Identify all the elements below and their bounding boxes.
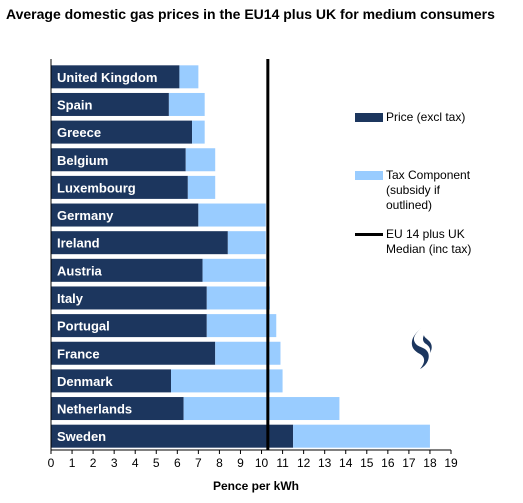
- x-tick-label: 8: [216, 456, 223, 470]
- bar-price: [51, 341, 216, 365]
- x-tick-label: 15: [360, 456, 374, 470]
- legend-price-swatch: [355, 113, 383, 122]
- category-label: France: [57, 346, 100, 361]
- category-labels: United Kingdom Spain Greece Belgium Luxembou…: [57, 70, 157, 444]
- bar-price: [51, 314, 207, 338]
- category-label: Germany: [57, 208, 114, 223]
- bar-tax: [171, 369, 283, 393]
- category-label: Denmark: [57, 374, 113, 389]
- x-tick-label: 11: [276, 456, 289, 470]
- category-label: Ireland: [57, 236, 100, 251]
- x-tick-label: 10: [255, 456, 269, 470]
- bar-tax: [202, 258, 266, 282]
- x-tick-label: 9: [237, 456, 244, 470]
- bar-tax: [198, 203, 266, 227]
- bar-price: [51, 120, 193, 144]
- legend-price-label: Price (excl tax): [386, 110, 466, 124]
- legend-median-label: EU 14 plus UK Median (inc tax): [386, 227, 471, 257]
- category-label: Italy: [57, 291, 84, 306]
- x-tick-label: 18: [423, 456, 437, 470]
- legend-tax-label: Tax Component (subsidy if outlined): [386, 168, 470, 213]
- x-tick-label: 1: [69, 456, 76, 470]
- bar-price: [51, 258, 203, 282]
- category-label: Luxembourg: [57, 180, 136, 195]
- category-label: Greece: [57, 125, 101, 140]
- bar-price: [51, 286, 207, 310]
- x-tick-label: 2: [90, 456, 97, 470]
- chart-title: Average domestic gas prices in the EU14 …: [6, 6, 495, 22]
- bar-price: [51, 369, 171, 393]
- bar-tax: [215, 341, 281, 365]
- legend-tax-line-2: (subsidy if: [386, 183, 441, 197]
- gas-flame-logo-icon: [408, 327, 434, 376]
- bar-price: [51, 424, 294, 448]
- bar-tax: [187, 175, 216, 199]
- bar-price: [51, 175, 188, 199]
- x-axis: 0 1 2 3 4 5 6 7 8 9 10 11 12 13 14 15 16 17 18 19: [48, 59, 458, 470]
- bar-price: [51, 231, 228, 255]
- legend-tax-swatch: [355, 171, 383, 180]
- x-tick-label: 12: [297, 456, 311, 470]
- x-tick-label: 3: [111, 456, 118, 470]
- bar-tax: [183, 397, 340, 421]
- x-tick-label: 0: [48, 456, 55, 470]
- bar-tax: [206, 286, 270, 310]
- bar-price: [51, 148, 186, 172]
- bar-price: [51, 65, 180, 89]
- legend-tax-line-1: Tax Component: [386, 168, 471, 182]
- x-tick-label: 4: [132, 456, 139, 470]
- bar-price: [51, 203, 199, 227]
- bars-group: [51, 65, 430, 448]
- x-tick-label: 17: [402, 456, 416, 470]
- legend-tax-line-3: outlined): [386, 198, 433, 212]
- bar-tax: [206, 314, 277, 338]
- legend-median-line-1: EU 14 plus UK: [386, 227, 465, 241]
- x-tick-label: 19: [444, 456, 458, 470]
- bar-tax: [227, 231, 266, 255]
- bar-price: [51, 92, 169, 116]
- bar-tax: [185, 148, 216, 172]
- x-axis-label: Pence per kWh: [213, 479, 299, 493]
- category-label: United Kingdom: [57, 70, 157, 85]
- category-label: Portugal: [57, 319, 110, 334]
- x-tick-label: 16: [381, 456, 395, 470]
- bar-tax: [293, 424, 430, 448]
- category-label: Austria: [57, 263, 103, 278]
- bar-price: [51, 397, 184, 421]
- x-tick-label: 14: [339, 456, 353, 470]
- bar-tax: [168, 92, 205, 116]
- legend-tax: Tax Component (subsidy if outlined): [355, 168, 470, 213]
- legend-median-line-2: Median (inc tax): [386, 242, 472, 256]
- category-label: Sweden: [57, 429, 106, 444]
- x-tick-label: 13: [318, 456, 332, 470]
- bar-tax: [179, 65, 199, 89]
- legend-median-swatch: [355, 233, 383, 236]
- category-label: Netherlands: [57, 402, 132, 417]
- legend-median: EU 14 plus UK Median (inc tax): [355, 227, 471, 257]
- x-tick-label: 7: [195, 456, 202, 470]
- category-label: Spain: [57, 97, 92, 112]
- category-label: Belgium: [57, 153, 108, 168]
- bar-tax: [192, 120, 205, 144]
- legend-price: Price (excl tax): [355, 110, 465, 125]
- x-tick-label: 5: [153, 456, 160, 470]
- x-tick-label: 6: [174, 456, 181, 470]
